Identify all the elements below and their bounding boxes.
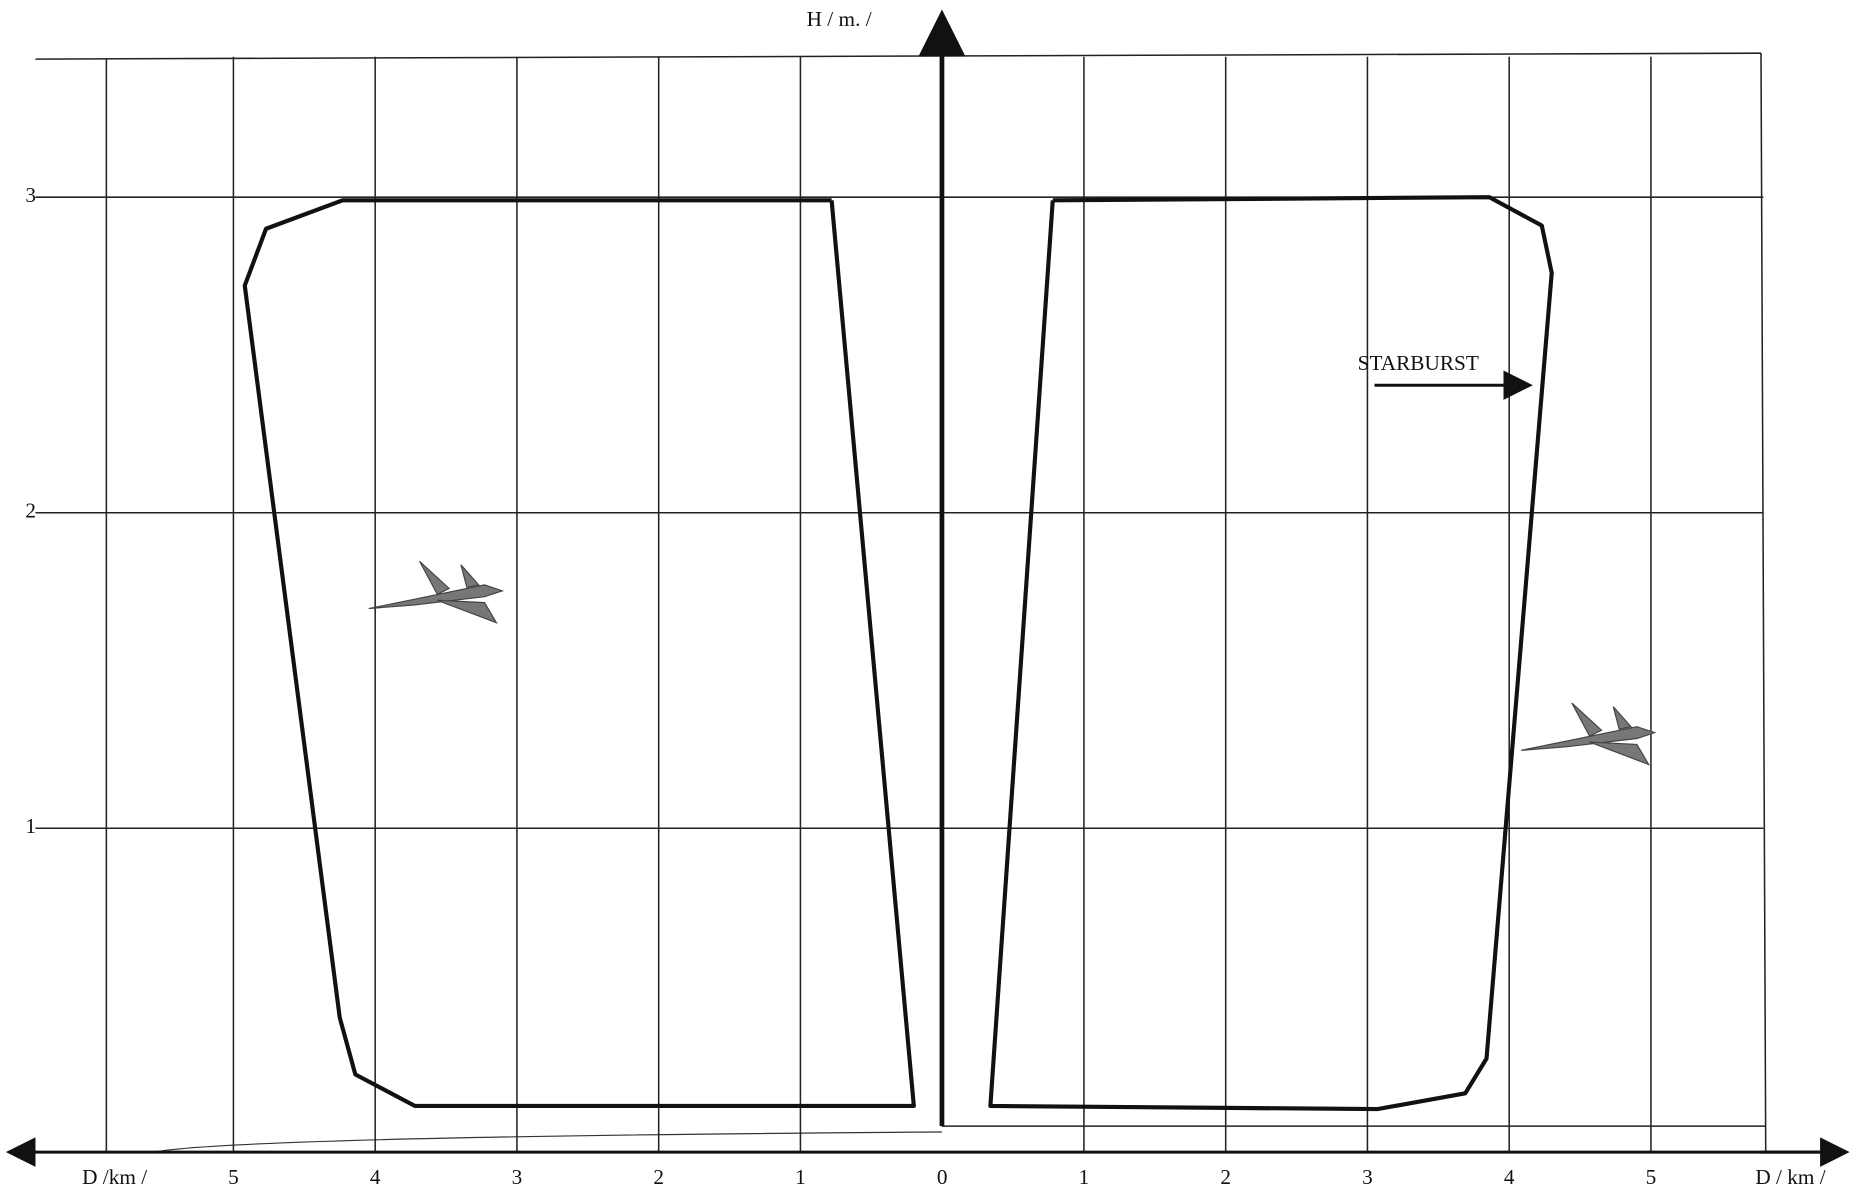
envelope	[242, 198, 916, 1109]
envelope	[988, 195, 1554, 1112]
x-tick-label: 2	[653, 1165, 664, 1189]
x-tick-label: 0	[937, 1165, 948, 1189]
x-tick-label: 2	[1220, 1165, 1231, 1189]
plot	[242, 195, 1554, 1112]
x-tick-label: 3	[512, 1165, 523, 1189]
jet-icon	[368, 560, 505, 624]
frame-line	[1760, 53, 1767, 1153]
x-tick-label: 5	[1646, 1165, 1657, 1189]
grid: 5 4 3 2 1 0 1 2 3 4 5 1 2 3	[25, 56, 1764, 1189]
x-tick-label: 5	[228, 1165, 239, 1189]
annotation: STARBURST	[1358, 351, 1479, 375]
x-axis-label: D / km /	[1755, 1165, 1825, 1189]
y-tick-label: 1	[25, 814, 36, 838]
x-tick-label: 3	[1362, 1165, 1373, 1189]
x-axis-label: D /km /	[82, 1165, 147, 1189]
x-tick-label: 4	[370, 1165, 381, 1189]
jet-icon	[1520, 702, 1657, 766]
y-tick-label: 3	[25, 183, 36, 207]
ground-curve	[153, 1131, 942, 1153]
x-tick-label: 4	[1504, 1165, 1515, 1189]
frame-line	[35, 52, 1761, 60]
y-axis-label: H / m. /	[807, 7, 872, 31]
y-tick-label: 2	[25, 499, 36, 523]
x-tick-label: 1	[1079, 1165, 1090, 1189]
x-tick-label: 1	[795, 1165, 806, 1189]
